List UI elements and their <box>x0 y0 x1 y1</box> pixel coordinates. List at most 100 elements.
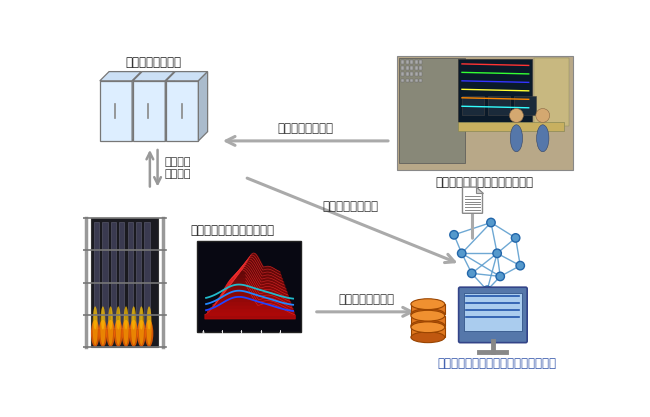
Bar <box>415 66 418 70</box>
Ellipse shape <box>411 299 445 309</box>
Circle shape <box>496 272 504 281</box>
Text: 4: 4 <box>279 331 281 335</box>
Bar <box>127 222 133 328</box>
Polygon shape <box>166 72 207 81</box>
Bar <box>398 58 465 163</box>
Bar <box>401 78 404 83</box>
Polygon shape <box>165 72 174 141</box>
Circle shape <box>510 108 523 122</box>
Circle shape <box>536 108 550 122</box>
Bar <box>419 78 422 83</box>
Text: 2: 2 <box>240 331 243 335</box>
Bar <box>401 73 404 76</box>
Circle shape <box>450 231 458 239</box>
Bar <box>94 222 99 328</box>
Ellipse shape <box>122 320 130 347</box>
Ellipse shape <box>140 306 143 329</box>
Text: ボイラー燃焼調整最適化支援システム: ボイラー燃焼調整最適化支援システム <box>437 357 556 369</box>
Ellipse shape <box>100 306 105 345</box>
Bar <box>406 78 409 83</box>
Ellipse shape <box>92 306 98 345</box>
Ellipse shape <box>116 306 120 329</box>
Text: 0: 0 <box>202 331 204 335</box>
Polygon shape <box>463 187 482 213</box>
Ellipse shape <box>101 306 105 329</box>
Polygon shape <box>100 72 142 81</box>
Bar <box>464 293 522 331</box>
Polygon shape <box>166 81 198 141</box>
Bar <box>111 222 116 328</box>
Bar <box>90 218 159 347</box>
Circle shape <box>493 249 501 258</box>
Bar <box>144 222 150 328</box>
Bar <box>136 222 142 328</box>
Ellipse shape <box>93 306 97 329</box>
Ellipse shape <box>411 320 445 331</box>
Ellipse shape <box>91 320 99 347</box>
Ellipse shape <box>107 320 115 347</box>
Circle shape <box>467 269 476 278</box>
Bar <box>397 56 573 170</box>
Bar <box>410 60 413 64</box>
Bar <box>406 73 409 76</box>
Bar <box>415 78 418 83</box>
Bar <box>415 73 418 76</box>
Ellipse shape <box>411 309 445 319</box>
Ellipse shape <box>99 320 107 347</box>
Bar <box>488 96 510 115</box>
Polygon shape <box>133 81 165 141</box>
Text: ボイラー
自動制御: ボイラー 自動制御 <box>164 157 191 179</box>
Text: 3: 3 <box>259 331 262 335</box>
Bar <box>411 304 445 314</box>
Bar <box>458 59 532 122</box>
Bar <box>419 60 422 64</box>
Ellipse shape <box>145 320 153 347</box>
Bar <box>410 78 413 83</box>
Bar <box>119 222 124 328</box>
Polygon shape <box>132 72 142 141</box>
Bar <box>534 58 569 126</box>
Circle shape <box>458 249 466 258</box>
Bar <box>514 96 536 115</box>
Bar <box>410 73 413 76</box>
Text: 制御設定値を収集: 制御設定値を収集 <box>323 200 379 213</box>
Ellipse shape <box>411 322 445 333</box>
Ellipse shape <box>114 320 123 347</box>
Ellipse shape <box>147 306 151 329</box>
Bar <box>411 327 445 337</box>
Ellipse shape <box>109 306 112 329</box>
Text: 1: 1 <box>221 331 224 335</box>
Circle shape <box>512 234 520 242</box>
Bar <box>410 66 413 70</box>
Ellipse shape <box>129 320 138 347</box>
Ellipse shape <box>116 306 121 345</box>
Ellipse shape <box>537 125 549 152</box>
Bar <box>419 73 422 76</box>
Text: リアルタイムの運転データ: リアルタイムの運転データ <box>190 224 275 237</box>
Bar <box>406 60 409 64</box>
Text: 制御設定値に反映: 制御設定値に反映 <box>278 122 333 135</box>
Ellipse shape <box>411 310 445 321</box>
Ellipse shape <box>108 306 113 345</box>
Ellipse shape <box>132 306 136 329</box>
Polygon shape <box>133 72 174 81</box>
Bar <box>102 222 107 328</box>
Bar <box>415 60 418 64</box>
Ellipse shape <box>124 306 129 345</box>
Ellipse shape <box>124 306 128 329</box>
Circle shape <box>487 218 495 227</box>
Polygon shape <box>100 81 132 141</box>
Circle shape <box>516 261 525 270</box>
Bar <box>458 122 564 131</box>
Bar <box>419 66 422 70</box>
Polygon shape <box>476 187 482 193</box>
Bar <box>462 96 484 115</box>
Text: ボイラー制御装置: ボイラー制御装置 <box>125 55 182 68</box>
Bar <box>401 66 404 70</box>
Text: 最適設定を発電所運転員に通知: 最適設定を発電所運転員に通知 <box>436 176 534 189</box>
Bar <box>401 60 404 64</box>
FancyBboxPatch shape <box>459 287 527 343</box>
Circle shape <box>483 286 491 294</box>
Bar <box>406 66 409 70</box>
Ellipse shape <box>510 125 523 152</box>
